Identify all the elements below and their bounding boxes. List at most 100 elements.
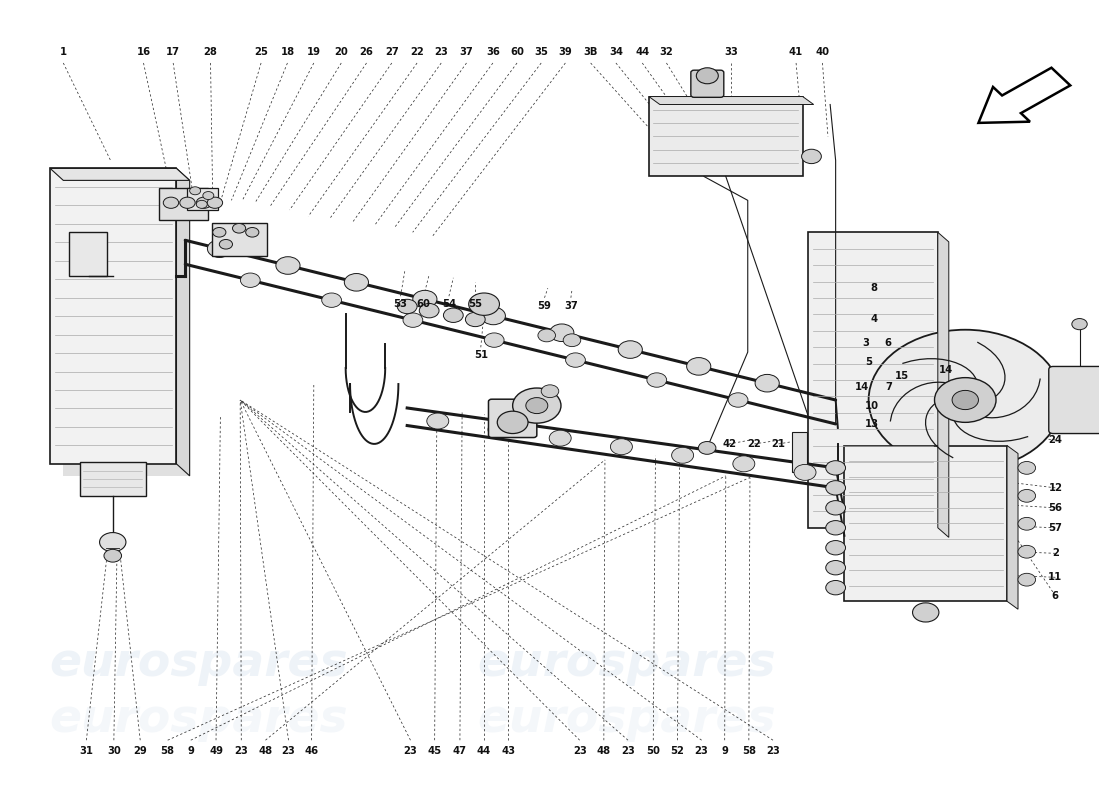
Circle shape — [202, 191, 213, 199]
Text: 58: 58 — [741, 746, 756, 756]
Text: 23: 23 — [282, 746, 296, 756]
Text: 46: 46 — [305, 746, 319, 756]
FancyBboxPatch shape — [792, 432, 807, 472]
Text: 10: 10 — [865, 401, 879, 410]
Circle shape — [826, 561, 846, 575]
Circle shape — [497, 411, 528, 434]
Text: 28: 28 — [204, 47, 218, 57]
Text: 19: 19 — [307, 47, 321, 57]
Circle shape — [427, 413, 449, 429]
Circle shape — [488, 422, 510, 438]
Circle shape — [469, 293, 499, 315]
Text: 2: 2 — [1052, 548, 1059, 558]
Circle shape — [513, 388, 561, 423]
Polygon shape — [938, 232, 949, 538]
Circle shape — [733, 456, 755, 472]
Circle shape — [826, 461, 846, 475]
Circle shape — [550, 324, 574, 342]
Text: 21: 21 — [771, 439, 785, 449]
Circle shape — [647, 373, 667, 387]
Text: 3B: 3B — [583, 47, 597, 57]
FancyBboxPatch shape — [211, 222, 266, 256]
Text: eurospares: eurospares — [477, 641, 777, 686]
Circle shape — [1018, 546, 1035, 558]
Bar — [64, 180, 189, 476]
Circle shape — [403, 313, 422, 327]
Circle shape — [465, 312, 485, 326]
Text: 8: 8 — [870, 283, 878, 293]
Circle shape — [179, 197, 195, 208]
FancyBboxPatch shape — [158, 188, 208, 220]
Circle shape — [826, 521, 846, 535]
Text: 39: 39 — [559, 47, 572, 57]
Text: 6: 6 — [884, 338, 892, 347]
Text: 9: 9 — [722, 746, 728, 756]
Circle shape — [1018, 462, 1035, 474]
Text: 20: 20 — [334, 47, 348, 57]
Circle shape — [232, 223, 245, 233]
Bar — [649, 97, 803, 176]
Text: 29: 29 — [133, 746, 147, 756]
Circle shape — [728, 393, 748, 407]
Circle shape — [219, 239, 232, 249]
Text: 37: 37 — [460, 47, 473, 57]
Text: 22: 22 — [748, 439, 761, 449]
Text: 60: 60 — [417, 299, 430, 309]
Circle shape — [1018, 490, 1035, 502]
Text: 55: 55 — [469, 299, 482, 309]
Text: 48: 48 — [597, 746, 611, 756]
Text: 7: 7 — [884, 382, 892, 392]
Text: 40: 40 — [815, 47, 829, 57]
FancyBboxPatch shape — [691, 70, 724, 98]
Text: 59: 59 — [538, 301, 551, 310]
Circle shape — [869, 330, 1062, 470]
Text: 23: 23 — [695, 746, 708, 756]
Circle shape — [104, 550, 121, 562]
Circle shape — [419, 303, 439, 318]
Circle shape — [826, 481, 846, 495]
Text: 37: 37 — [564, 301, 578, 310]
Text: 14: 14 — [938, 366, 953, 375]
Circle shape — [207, 197, 222, 208]
Bar — [51, 169, 176, 464]
Text: 23: 23 — [573, 746, 586, 756]
Text: 11: 11 — [1048, 572, 1063, 582]
Text: 1: 1 — [59, 47, 67, 57]
Text: 24: 24 — [1048, 435, 1063, 445]
Circle shape — [826, 541, 846, 555]
Text: 50: 50 — [647, 746, 660, 756]
Text: 58: 58 — [161, 746, 175, 756]
Circle shape — [1071, 318, 1087, 330]
Text: 35: 35 — [535, 47, 548, 57]
Circle shape — [321, 293, 341, 307]
Bar — [808, 232, 938, 528]
Circle shape — [397, 299, 417, 314]
Text: 36: 36 — [486, 47, 499, 57]
Text: 17: 17 — [166, 47, 180, 57]
Circle shape — [484, 333, 504, 347]
Circle shape — [208, 240, 232, 258]
Text: 48: 48 — [258, 746, 273, 756]
Circle shape — [826, 581, 846, 595]
Polygon shape — [176, 169, 189, 476]
Polygon shape — [51, 169, 189, 180]
Text: 22: 22 — [410, 47, 424, 57]
Text: 33: 33 — [725, 47, 738, 57]
Text: 45: 45 — [428, 746, 442, 756]
Circle shape — [241, 273, 261, 287]
Text: 53: 53 — [394, 299, 407, 309]
Circle shape — [443, 308, 463, 322]
Circle shape — [482, 307, 505, 325]
FancyBboxPatch shape — [187, 187, 218, 210]
Text: 4: 4 — [870, 314, 878, 323]
Circle shape — [212, 227, 226, 237]
Circle shape — [794, 465, 816, 480]
Text: 18: 18 — [280, 47, 295, 57]
Text: 30: 30 — [107, 746, 121, 756]
Circle shape — [196, 197, 211, 208]
Circle shape — [696, 68, 718, 84]
Circle shape — [826, 501, 846, 515]
Bar — [845, 446, 1007, 602]
Circle shape — [610, 438, 632, 454]
Text: 57: 57 — [1048, 522, 1063, 533]
